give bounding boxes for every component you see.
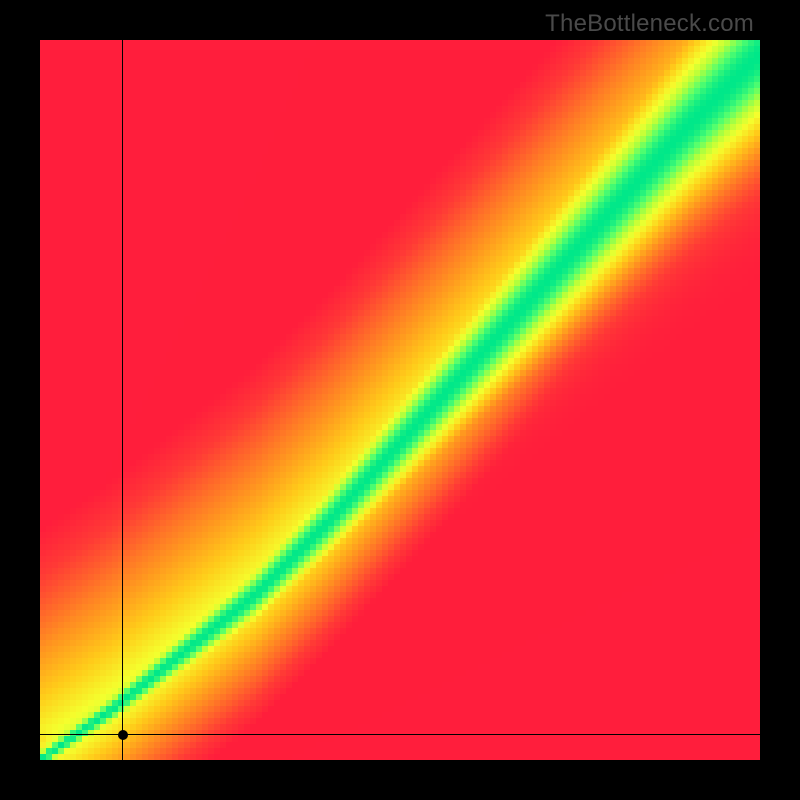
crosshair-vertical	[122, 40, 123, 760]
bottleneck-heatmap	[40, 40, 760, 760]
crosshair-marker	[118, 730, 128, 740]
watermark-text: TheBottleneck.com	[545, 10, 754, 38]
chart-container: TheBottleneck.com	[0, 0, 800, 800]
crosshair-horizontal	[40, 734, 760, 735]
